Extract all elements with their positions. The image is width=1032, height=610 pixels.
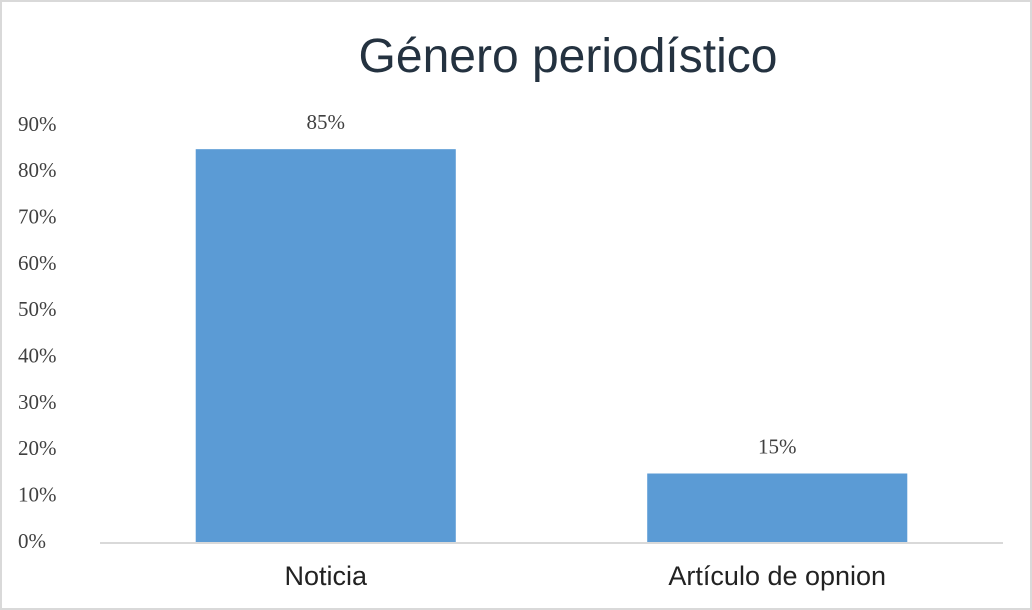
y-tick-label: 60% xyxy=(18,251,57,275)
bar xyxy=(195,149,456,543)
y-tick-label: 50% xyxy=(18,297,57,321)
chart-title: Género periodístico xyxy=(359,30,778,83)
y-tick-label: 70% xyxy=(18,204,57,228)
y-tick-label: 90% xyxy=(18,112,57,136)
x-tick-label: Noticia xyxy=(284,561,368,591)
y-tick-label: 40% xyxy=(18,343,57,367)
bar xyxy=(647,473,908,543)
y-tick-label: 20% xyxy=(18,436,57,460)
y-tick-label: 80% xyxy=(18,158,57,182)
x-tick-label: Artículo de opnion xyxy=(668,561,886,591)
data-label: 85% xyxy=(307,110,346,134)
y-tick-label: 30% xyxy=(18,390,57,414)
y-tick-label: 0% xyxy=(18,529,46,553)
data-label: 15% xyxy=(758,435,797,459)
y-tick-label: 10% xyxy=(18,482,57,506)
